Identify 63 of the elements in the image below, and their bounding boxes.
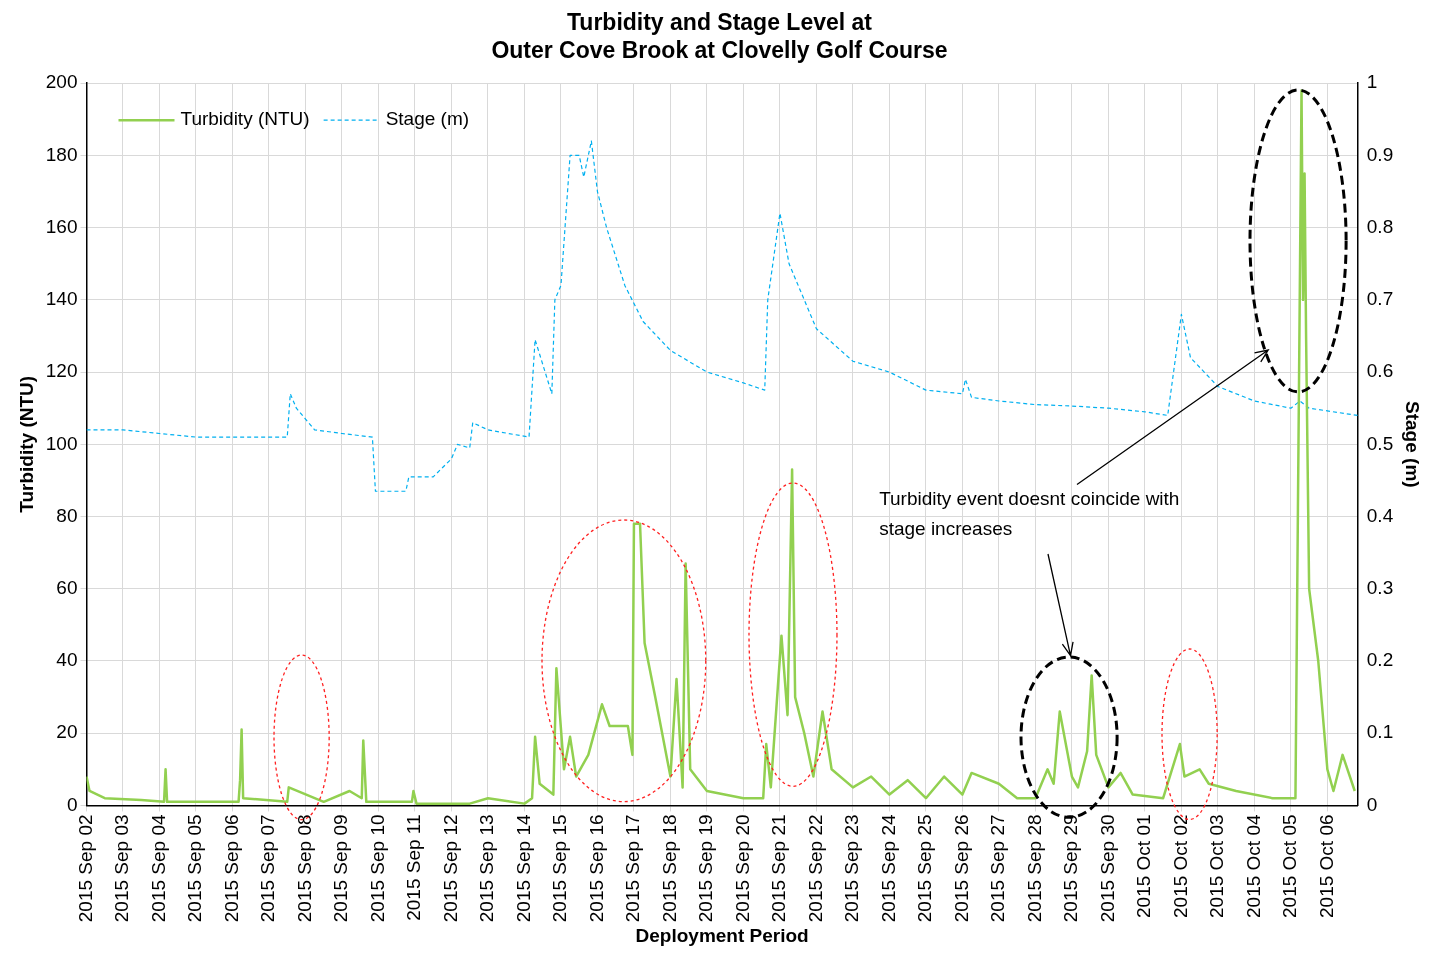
legend-label: Turbidity (NTU) [180,108,310,130]
x-tick-label: 2015 Sep 26 [950,814,972,923]
x-tick-label: 2015 Sep 16 [585,814,607,923]
y2-tick-label: 0.4 [1366,504,1394,526]
y-tick-label: 40 [56,649,78,671]
chart-title: Turbidity and Stage Level at Outer Cove Brook at Clovelly Golf Course [491,9,948,63]
x-tick-label: 2015 Oct 03 [1206,814,1228,918]
y-tick-label: 140 [45,288,78,310]
x-tick-label: 2015 Oct 04 [1242,814,1264,918]
x-tick-label: 2015 Sep 04 [147,814,169,923]
x-tick-label: 2015 Sep 24 [877,814,899,923]
x-axis-title: Deployment Period [635,924,809,946]
y-tick-label: 160 [45,215,78,237]
y-tick-label: 0 [66,793,78,815]
y-tick-label: 120 [45,360,78,382]
y2-tick-label: 0.9 [1366,143,1394,165]
y-tick-label: 200 [45,71,78,93]
x-tick-label: 2015 Sep 25 [914,814,936,923]
x-tick-label: 2015 Sep 15 [549,814,571,923]
y2-tick-label: 0.3 [1366,577,1394,598]
y2-tick-label: 0.6 [1366,360,1394,382]
x-tick-label: 2015 Sep 11 [403,814,425,921]
y2-tick-label: 1 [1366,71,1378,93]
x-tick-label: 2015 Oct 06 [1315,814,1337,918]
x-tick-label: 2015 Sep 21 [768,814,790,923]
y2-tick-label: 0.2 [1366,649,1394,671]
y2-axis-title: Stage (m) [1402,401,1424,488]
x-tick-label: 2015 Oct 02 [1169,814,1191,918]
y-axis-title: Turbidity (NTU) [15,375,37,513]
x-tick-label: 2015 Sep 07 [257,814,279,923]
annotation: Turbidity event doesnt coincide with stage increases [879,487,1181,542]
x-tick-label: 2015 Sep 23 [841,814,863,923]
y2-tick-label: 0.7 [1366,288,1394,310]
x-tick-label: 2015 Sep 02 [74,814,96,923]
x-tick-label: 2015 Sep 05 [184,814,206,923]
y2-tick-label: 0 [1366,793,1378,815]
y-tick-label: 180 [45,143,78,165]
x-tick-label: 2015 Sep 08 [293,814,315,923]
x-tick-label: 2015 Sep 19 [695,814,717,923]
x-tick-label: 2015 Sep 09 [330,814,352,923]
y-tick-label: 80 [56,504,78,526]
x-tick-label: 2015 Sep 20 [731,814,753,923]
y2-tick-label: 0.8 [1366,215,1394,237]
legend-label: Stage (m) [385,108,470,130]
x-tick-label: 2015 Sep 14 [512,814,534,923]
x-tick-label: 2015 Oct 05 [1279,814,1301,918]
x-tick-label: 2015 Sep 12 [439,814,461,923]
y-tick-label: 20 [56,721,78,743]
x-tick-label: 2015 Sep 10 [366,814,388,923]
x-tick-label: 2015 Oct 01 [1133,814,1155,918]
x-tick-label: 2015 Sep 03 [111,814,133,923]
x-tick-label: 2015 Sep 06 [220,814,242,923]
y-tick-label: 60 [56,577,78,598]
x-tick-label: 2015 Sep 18 [658,814,680,923]
x-tick-label: 2015 Sep 28 [1023,814,1045,923]
x-tick-label: 2015 Sep 13 [476,814,498,923]
x-tick-label: 2015 Sep 22 [804,814,826,923]
x-tick-label: 2015 Sep 27 [987,814,1009,923]
y-tick-label: 100 [45,432,78,454]
y2-tick-label: 0.1 [1366,721,1394,743]
y2-tick-label: 0.5 [1366,432,1394,454]
x-tick-label: 2015 Sep 17 [622,814,644,923]
x-tick-label: 2015 Sep 30 [1096,814,1118,923]
